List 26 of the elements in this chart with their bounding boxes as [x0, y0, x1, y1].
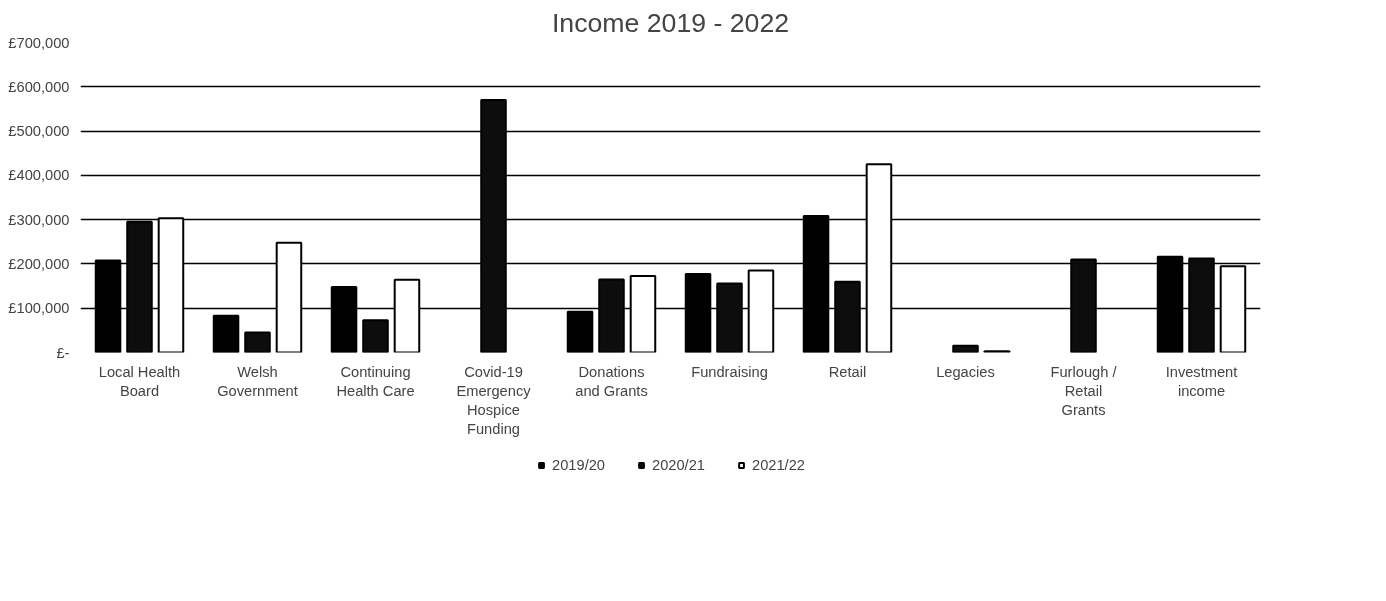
y-tick-label: £200,000 — [8, 255, 70, 272]
x-tick-label: Donations and Grants — [575, 363, 648, 399]
x-tick-label: Investment income — [1165, 363, 1238, 399]
x-tick-label: Covid-19 Emergency Hospice Funding — [456, 363, 532, 438]
y-tick-label: £400,000 — [8, 167, 70, 184]
x-tick-label: Continuing Health Care — [336, 363, 415, 399]
bar — [362, 319, 389, 353]
x-tick-label: Welsh Government — [217, 363, 298, 399]
bar — [566, 310, 594, 353]
legend-label: 2021/22 — [751, 457, 805, 473]
y-tick-label: £500,000 — [8, 123, 70, 140]
chart-title: Income 2019 - 2022 — [551, 7, 790, 38]
x-tick-label: Legacies — [936, 363, 995, 380]
x-tick-label: Retail — [828, 363, 867, 380]
x-tick-label: Fundraising — [691, 363, 768, 380]
y-tick-label: £700,000 — [8, 34, 70, 51]
y-tick-label: £100,000 — [8, 300, 70, 317]
legend-label: 2019/20 — [552, 457, 606, 473]
x-tick-label: Local Health Board — [98, 363, 181, 399]
y-tick-label: £600,000 — [8, 78, 70, 95]
bar — [212, 314, 240, 353]
y-tick-label: £- — [56, 344, 70, 361]
bar — [952, 344, 979, 353]
x-tick-label: Furlough / Retail Grants — [1050, 363, 1118, 418]
legend-label: 2020/21 — [652, 457, 705, 473]
y-tick-label: £300,000 — [8, 211, 70, 228]
